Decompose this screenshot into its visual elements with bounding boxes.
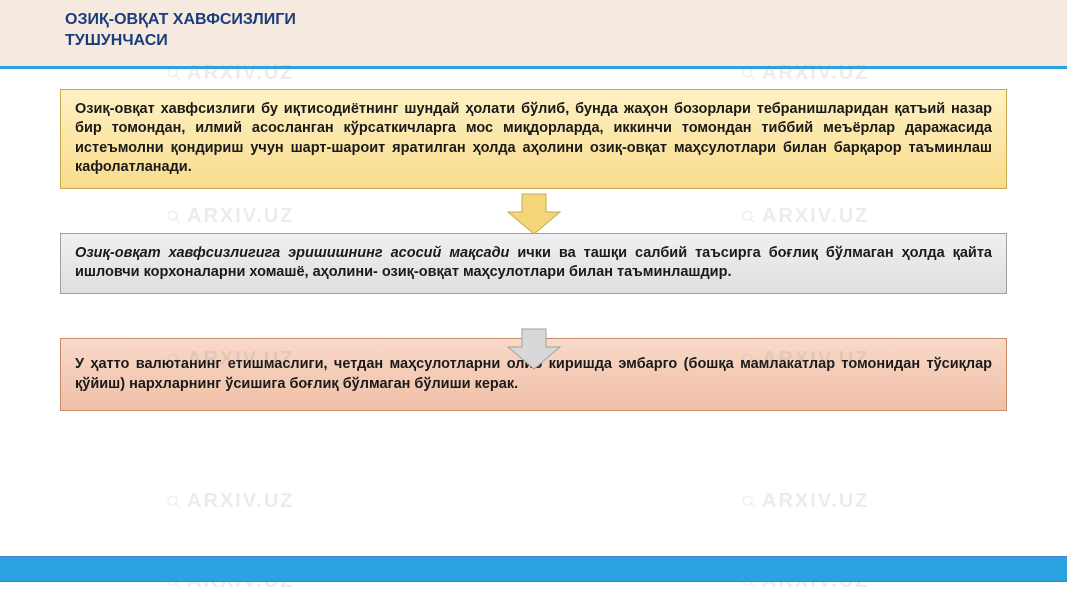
title-line1: ОЗИҚ-ОВҚАТ ХАВФСИЗЛИГИ [65, 11, 296, 28]
header-title: ОЗИҚ-ОВҚАТ ХАВФСИЗЛИГИ ТУШУНЧАСИ [65, 10, 1047, 52]
title-line2: ТУШУНЧАСИ [65, 32, 168, 49]
watermark: ARXIV.UZ [740, 490, 870, 513]
purpose-lead: Озиқ-овқат хавфсизлигига эришишнинг асос… [75, 245, 509, 261]
definition-text: Озиқ-овқат хавфсизлиги бу иқтисодиётнинг… [75, 101, 992, 176]
purpose-box: Озиқ-овқат хавфсизлигига эришишнинг асос… [60, 233, 1007, 294]
definition-box: Озиқ-овқат хавфсизлиги бу иқтисодиётнинг… [60, 89, 1007, 189]
watermark: ARXIV.UZ [165, 490, 295, 513]
down-arrow-2 [506, 327, 562, 371]
footer-bar [0, 556, 1067, 582]
down-arrow-1 [506, 192, 562, 236]
slide-header: ОЗИҚ-ОВҚАТ ХАВФСИЗЛИГИ ТУШУНЧАСИ [0, 0, 1067, 69]
